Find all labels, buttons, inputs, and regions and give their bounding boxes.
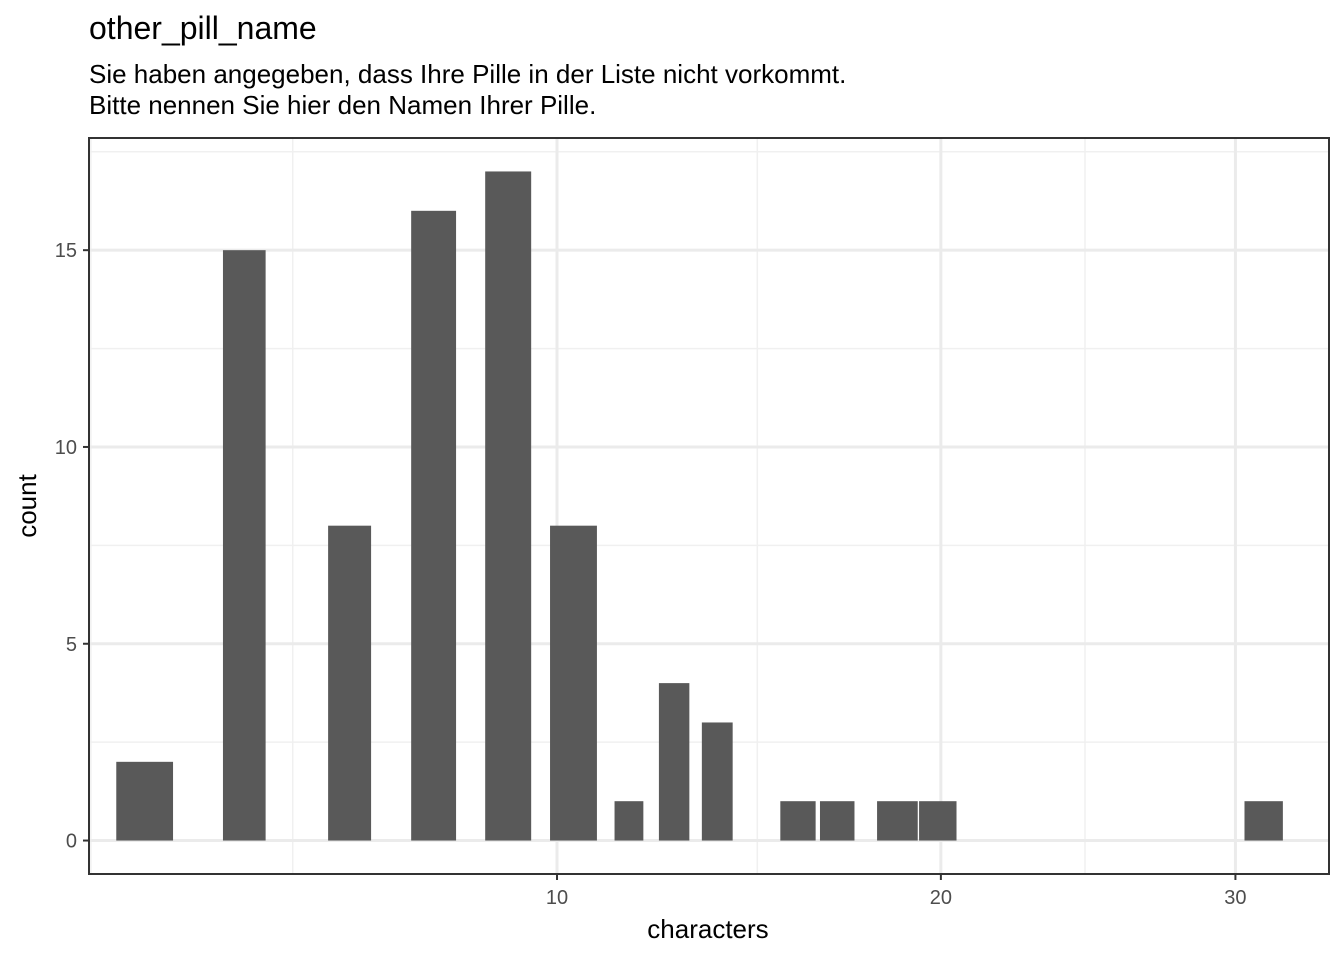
bar-0 — [116, 761, 174, 841]
plot-border — [88, 137, 1330, 875]
plot-border-rect — [88, 137, 1330, 875]
bar-2 — [328, 525, 372, 841]
bar-5 — [550, 525, 597, 841]
bar-1 — [222, 250, 266, 841]
bar-4 — [485, 171, 532, 841]
bar-6 — [614, 801, 644, 841]
major-gridlines — [89, 138, 1329, 874]
y-tick-label-1: 5 — [66, 634, 77, 656]
x-axis: 10 20 30 — [546, 874, 1247, 909]
chart-subtitle-line-2: Bitte nennen Sie hier den Namen Ihrer Pi… — [89, 90, 597, 120]
y-axis: 0 5 10 15 — [55, 240, 89, 853]
chart-subtitle-line-1: Sie haben angegeben, dass Ihre Pille in … — [89, 59, 847, 89]
bar-3 — [411, 210, 457, 841]
bar-11 — [877, 801, 918, 841]
chart-title: other_pill_name — [89, 10, 317, 46]
y-tick-label-2: 10 — [55, 437, 77, 459]
x-tick-label-1: 20 — [930, 887, 952, 909]
y-tick-label-0: 0 — [66, 831, 77, 853]
y-axis-title: count — [12, 473, 42, 537]
bar-8 — [701, 722, 733, 841]
x-axis-title: characters — [647, 914, 768, 944]
x-tick-label-2: 30 — [1224, 887, 1246, 909]
bar-12 — [919, 801, 957, 841]
bar-13 — [1244, 801, 1283, 841]
bars — [116, 171, 1283, 841]
bar-9 — [780, 801, 816, 841]
bar-7 — [658, 683, 690, 841]
bar-10 — [819, 801, 855, 841]
y-tick-label-3: 15 — [55, 240, 77, 262]
x-tick-label-0: 10 — [546, 887, 568, 909]
